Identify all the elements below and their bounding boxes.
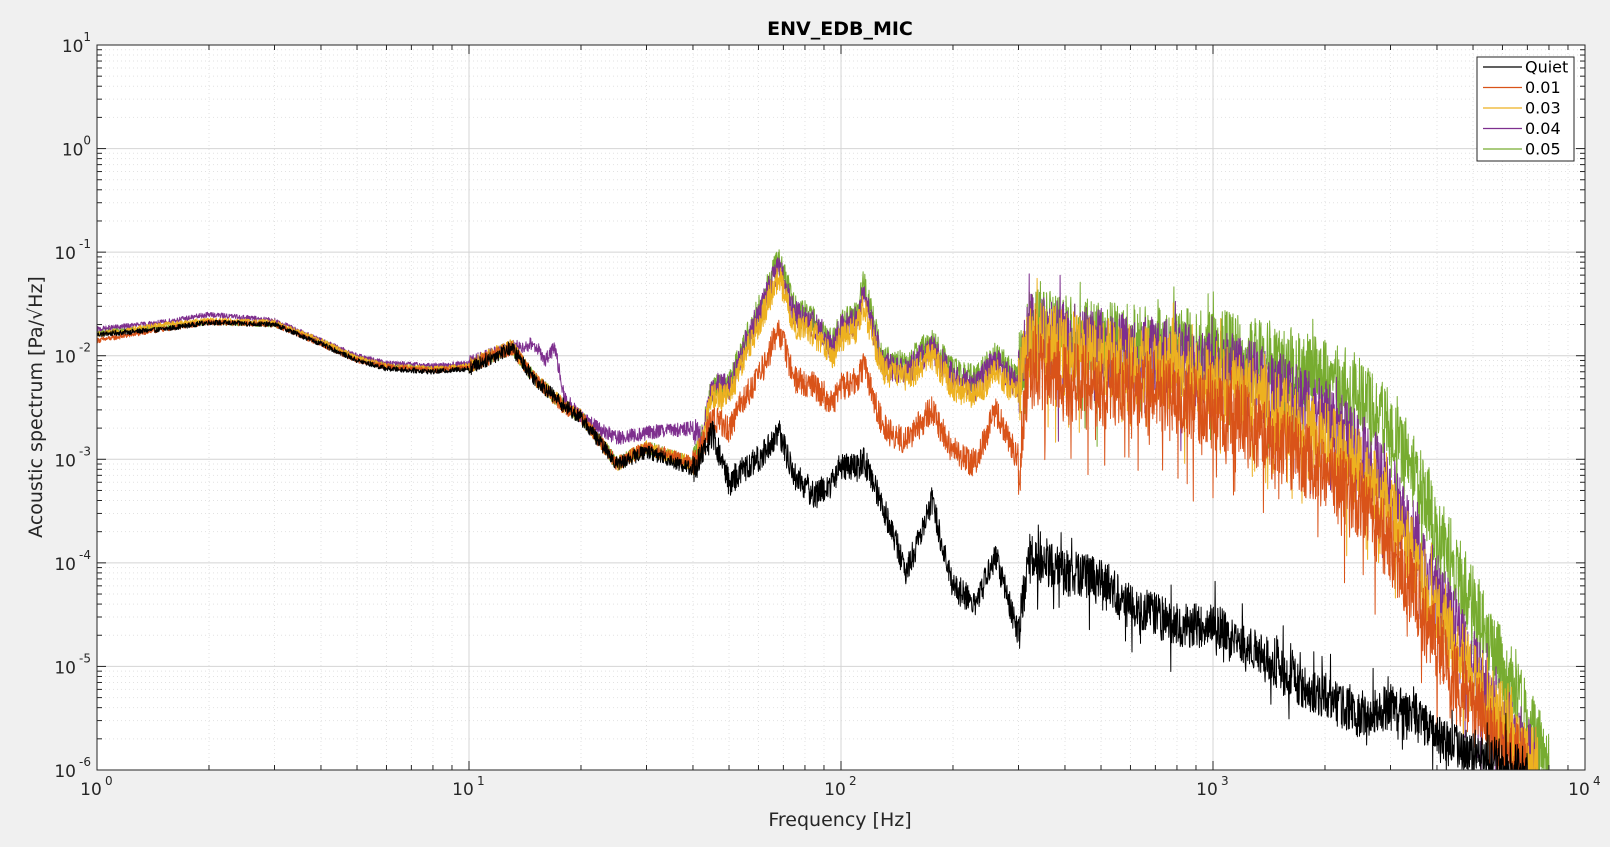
y-tick-exponent: -2: [79, 341, 91, 355]
legend-label-0.01: 0.01: [1525, 78, 1561, 97]
y-tick-exponent: -5: [79, 651, 91, 665]
y-tick-exponent: -3: [79, 444, 91, 458]
y-tick-label: 10: [54, 244, 76, 264]
legend-box: [1476, 56, 1575, 162]
x-tick-exponent: 2: [849, 774, 857, 788]
y-tick-label: 10: [54, 555, 76, 575]
x-tick-label: 10: [1196, 780, 1218, 800]
x-axis-label: Frequency [Hz]: [768, 809, 911, 831]
x-tick-label: 10: [452, 780, 474, 800]
y-tick-label: 10: [54, 658, 76, 678]
axis-ticks: [96, 44, 1586, 771]
x-tick-exponent: 4: [1593, 774, 1601, 788]
series-layer: [97, 249, 1550, 770]
y-tick-label: 10: [54, 348, 76, 368]
x-tick-label: 10: [1568, 780, 1590, 800]
y-tick-exponent: 0: [83, 134, 91, 148]
x-tick-label: 10: [80, 780, 102, 800]
y-tick-label: 10: [54, 762, 76, 782]
y-tick-exponent: -4: [79, 548, 91, 562]
x-tick-exponent: 1: [477, 774, 485, 788]
legend-label-0.04: 0.04: [1525, 119, 1561, 138]
x-tick-exponent: 0: [105, 774, 113, 788]
y-tick-exponent: -6: [79, 755, 91, 769]
y-tick-label: 10: [62, 37, 84, 57]
series-line-Quiet: [97, 319, 1528, 770]
y-axis-label: Acoustic spectrum [Pa/√Hz]: [25, 276, 47, 538]
y-tick-label: 10: [54, 451, 76, 471]
x-tick-labels: 10 0 10 1 10 2 10 3 10 4: [80, 774, 1600, 800]
y-tick-label: 10: [62, 141, 84, 161]
x-tick-exponent: 3: [1221, 774, 1229, 788]
chart-title: ENV_EDB_MIC: [767, 18, 913, 40]
x-tick-label: 10: [824, 780, 846, 800]
y-tick-exponent: 1: [83, 30, 91, 44]
legend-label-0.05: 0.05: [1525, 140, 1561, 159]
legend-label-0.03: 0.03: [1525, 99, 1561, 118]
y-tick-exponent: -1: [79, 237, 91, 251]
legend-label-Quiet: Quiet: [1525, 58, 1568, 77]
